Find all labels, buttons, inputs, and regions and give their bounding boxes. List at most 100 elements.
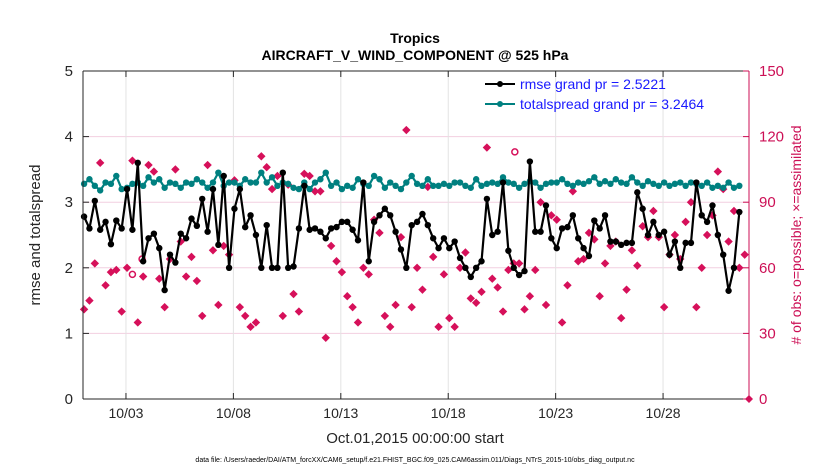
rmse-point	[505, 247, 512, 254]
totalspread-point	[118, 185, 125, 193]
rmse-point	[548, 235, 555, 242]
rmse-point	[392, 228, 399, 235]
rmse-point	[403, 264, 410, 271]
obs-assimilated-marker	[735, 263, 744, 272]
totalspread-point	[472, 176, 480, 183]
obs-assimilated-marker	[128, 156, 137, 165]
x-tick-label: 10/03	[108, 405, 143, 421]
obs-assimilated-marker	[466, 294, 475, 303]
rmse-point	[231, 205, 238, 212]
tick-labels: 0 1 2 3 4 5 0 30 60 90 120 150 10/03 10/08 10/13 10/18 1…	[65, 63, 784, 421]
rmse-point	[80, 213, 88, 220]
y-right-tick-label: 90	[759, 194, 776, 211]
obs-assimilated-marker	[627, 246, 637, 255]
obs-assimilated-marker	[606, 241, 615, 251]
totalspread-point	[263, 179, 270, 186]
totalspread-point	[354, 176, 362, 183]
totalspread-point	[215, 169, 222, 176]
legend: rmse grand pr = 2.5221 totalspread grand…	[485, 76, 704, 112]
rmse-point	[96, 226, 104, 233]
totalspread-point	[252, 179, 260, 186]
obs-assimilated-marker	[445, 313, 454, 323]
obs-assimilated-marker	[450, 322, 459, 332]
rmse-point	[575, 235, 582, 242]
rmse-point	[354, 237, 362, 244]
obs-assimilated-marker	[541, 300, 551, 310]
totalspread-point	[720, 184, 727, 191]
rmse-point	[607, 238, 614, 245]
obs-assimilated-marker	[649, 206, 658, 216]
totalspread-point	[591, 174, 598, 181]
totalspread-point	[569, 182, 577, 189]
totalspread-point	[247, 179, 254, 186]
totalspread-point	[156, 176, 163, 183]
obs-assimilated-marker	[579, 254, 588, 264]
y-tick-label: 5	[65, 63, 73, 80]
rmse-point	[451, 238, 458, 245]
rmse-point	[360, 179, 367, 186]
obs-assimilated-marker	[348, 302, 357, 312]
totalspread-point	[381, 184, 389, 191]
totalspread-point	[698, 182, 705, 189]
totalspread-point	[96, 187, 104, 194]
obs-assimilated-marker	[622, 285, 631, 294]
totalspread-point	[91, 182, 99, 189]
obs-assimilated-marker	[563, 281, 572, 290]
obs-assimilated-marker	[681, 217, 690, 227]
legend-label-totalspread: totalspread grand pr = 3.2464	[520, 96, 704, 112]
obs-assimilated-marker	[461, 248, 470, 257]
rmse-point	[209, 185, 217, 193]
obs-assimilated-marker	[122, 263, 132, 272]
totalspread-point	[86, 176, 93, 183]
rmse-point	[666, 251, 673, 258]
totalspread-point	[650, 180, 657, 188]
obs-assimilated-marker	[391, 300, 400, 310]
rmse-point	[333, 223, 340, 231]
obs-assimilated-marker	[181, 272, 191, 281]
obs-assimilated-marker	[332, 257, 341, 266]
y-right-tick-label: 120	[759, 129, 784, 146]
rmse-point	[123, 185, 131, 193]
totalspread-point	[677, 179, 684, 186]
obs-assimilated-marker	[359, 263, 368, 272]
obs-assimilated-marker	[305, 171, 314, 181]
rmse-point	[113, 217, 120, 224]
rmse-point	[317, 228, 324, 235]
totalspread-point	[655, 182, 662, 189]
totalspread-point	[510, 180, 517, 188]
rmse-point	[644, 231, 652, 239]
rmse-point	[301, 182, 308, 189]
rmse-point	[172, 259, 179, 266]
totalspread-point	[209, 179, 217, 186]
totalspread-point	[107, 180, 115, 188]
obs-assimilated-marker	[353, 318, 363, 327]
rmse-point	[311, 225, 319, 232]
obs-assimilated-marker	[364, 270, 373, 279]
rmse-point	[558, 225, 566, 232]
rmse-point	[499, 179, 507, 186]
rmse-point	[435, 244, 442, 252]
obs-assimilated-marker	[692, 302, 701, 312]
totalspread-point	[537, 184, 544, 191]
rmse-point	[376, 212, 383, 219]
rmse-point	[419, 210, 426, 218]
obs-assimilated-marker	[488, 274, 497, 283]
obs-assimilated-marker	[423, 182, 433, 192]
totalspread-point	[666, 182, 673, 189]
obs-assimilated-marker	[380, 311, 390, 321]
obs-assimilated-marker	[273, 171, 282, 181]
x-tick-label: 10/08	[216, 405, 251, 421]
obs-assimilated-marker	[455, 263, 465, 272]
totalspread-point	[736, 182, 743, 189]
rmse-point	[591, 217, 598, 224]
rmse-point	[370, 218, 378, 226]
y-axis-label: rmse and totalspread	[27, 165, 44, 306]
totalspread-point	[193, 176, 201, 183]
totalspread-point	[585, 178, 593, 185]
totalspread-point	[408, 172, 415, 180]
totalspread-point	[166, 179, 174, 186]
totalspread-point	[435, 182, 442, 189]
obs-assimilated-marker	[514, 259, 524, 268]
rmse-point	[344, 218, 351, 226]
rmse-point	[263, 221, 270, 229]
